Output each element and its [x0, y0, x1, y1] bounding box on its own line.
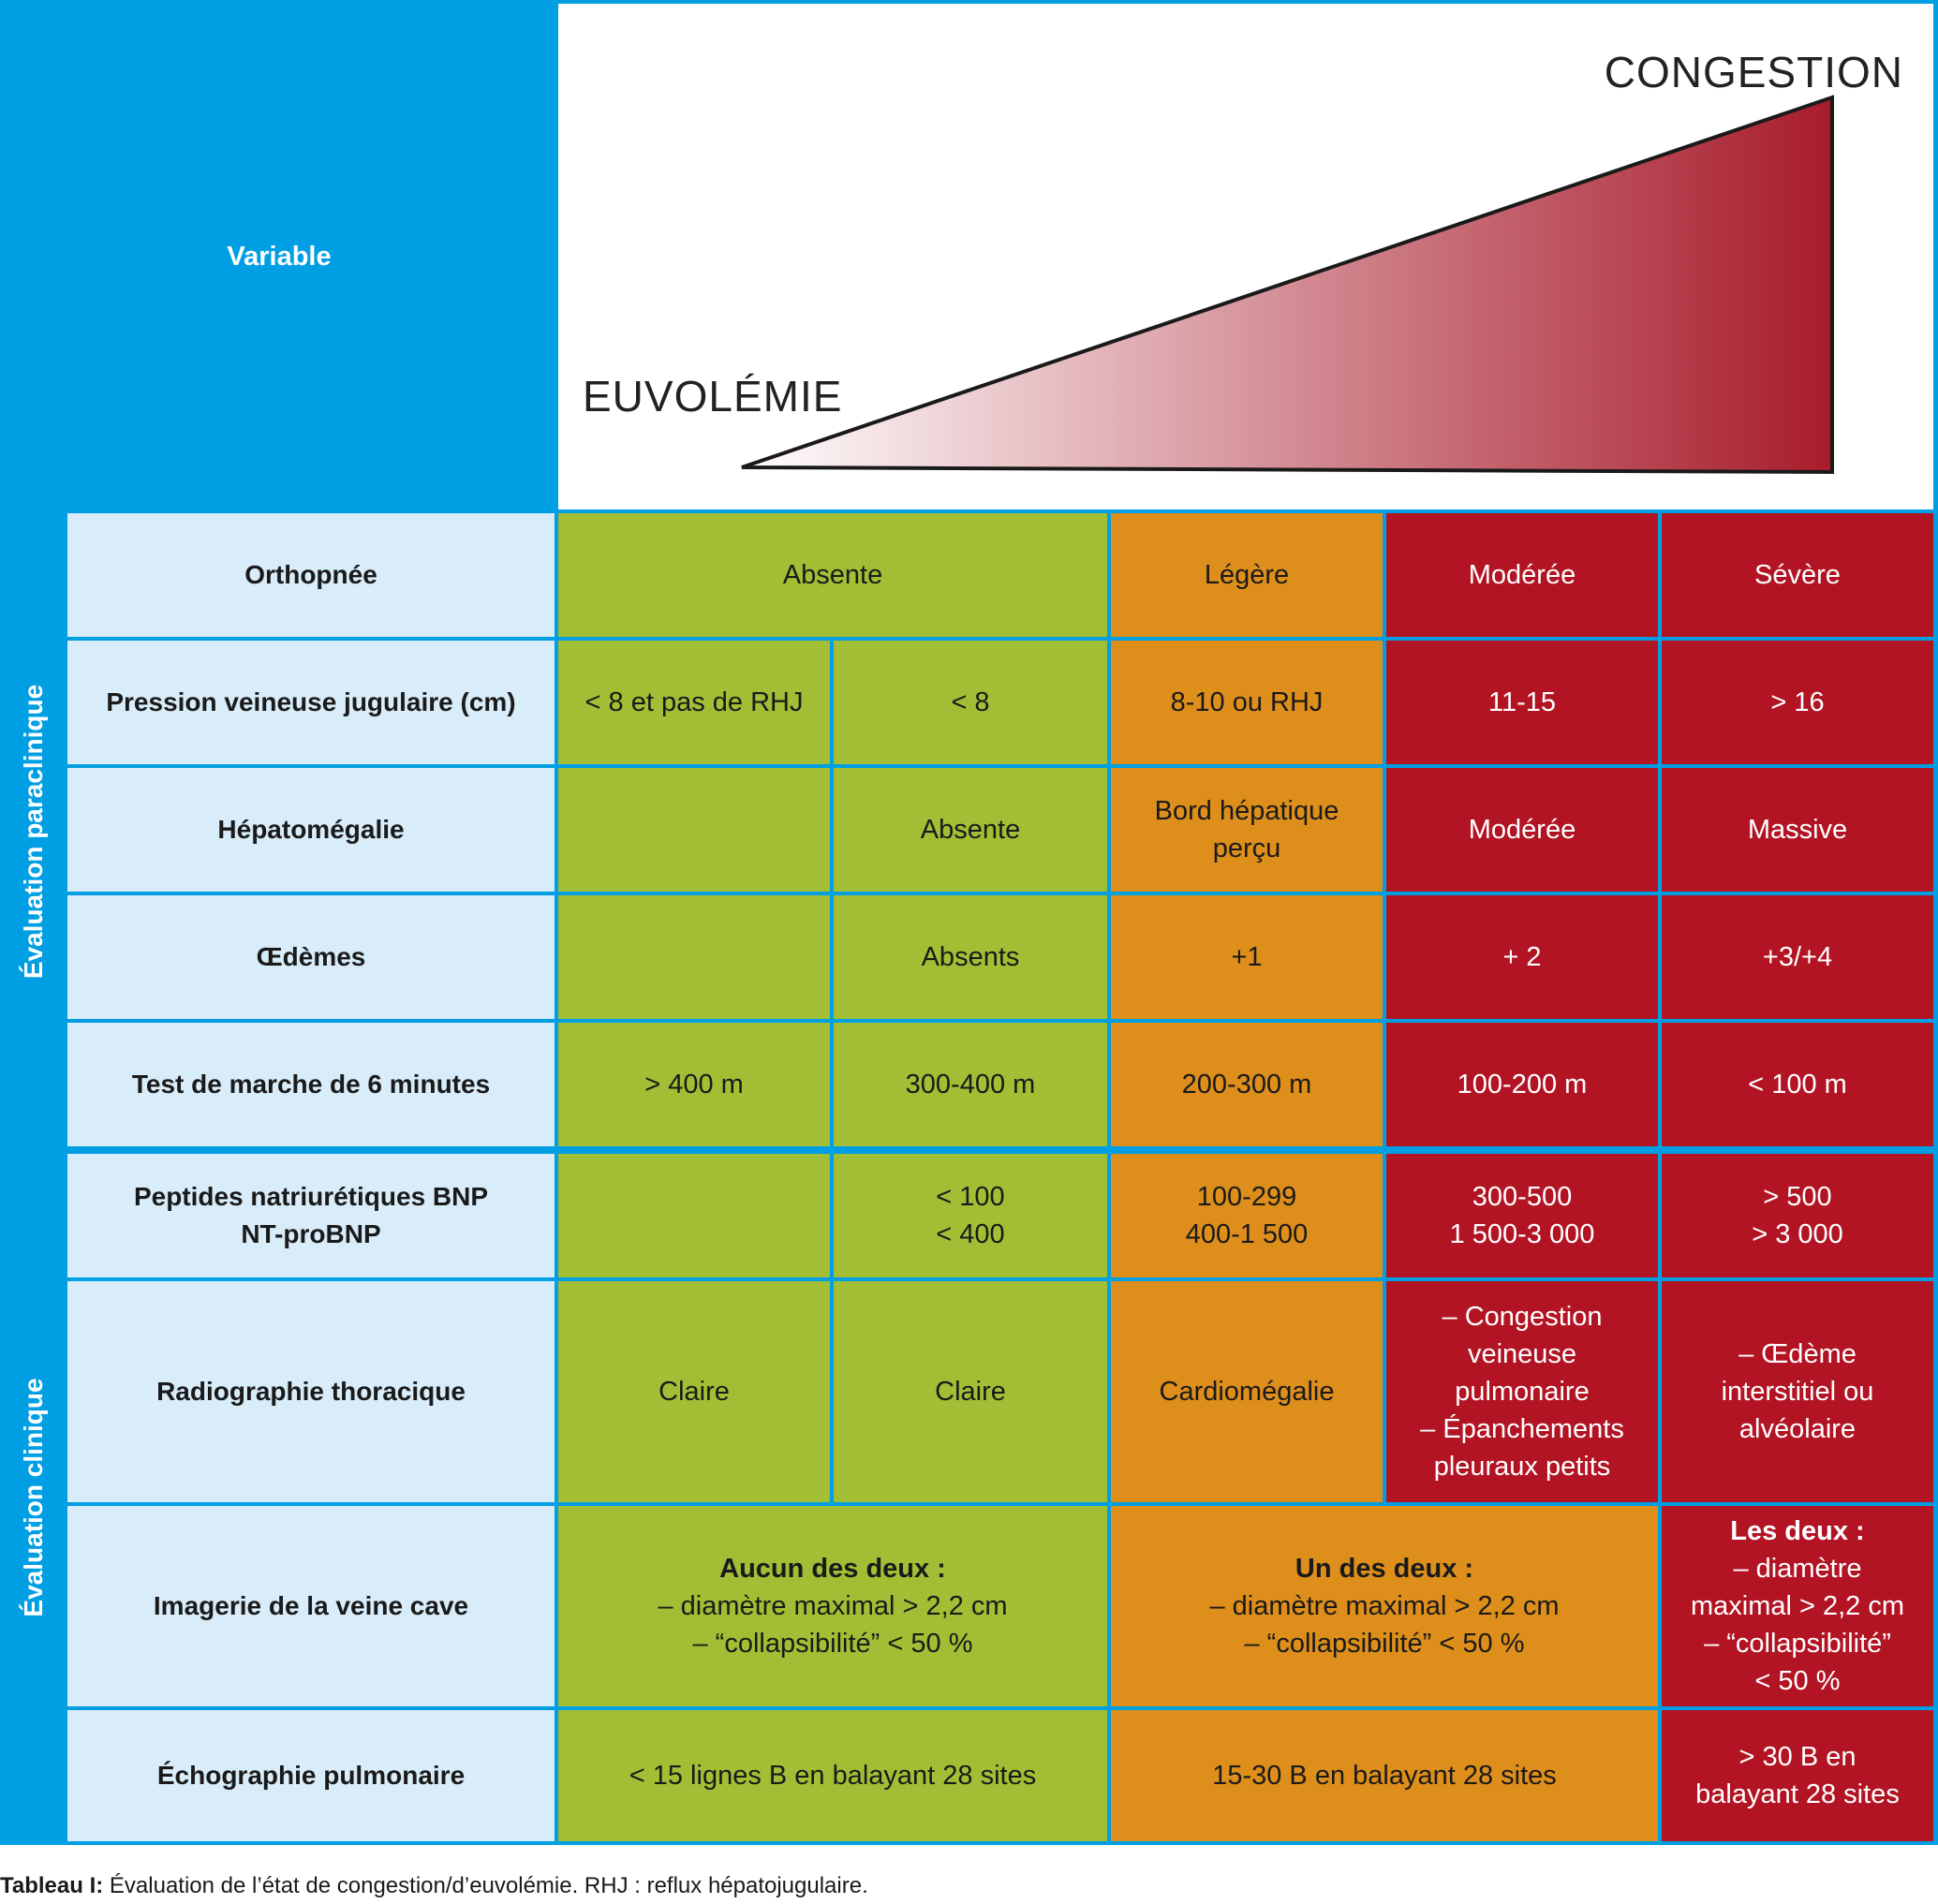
cell-pvj-5: > 16: [1662, 641, 1933, 764]
row-label-orthopnee: Orthopnée: [67, 513, 555, 637]
cell-marche-4: 100-200 m: [1386, 1023, 1658, 1146]
cell-radio-5: – Œdème interstitiel ou alvéolaire: [1662, 1281, 1933, 1502]
congestion-label: CONGESTION: [1604, 48, 1903, 96]
congestion-scale: CONGESTION EUVOLÉMIE: [558, 4, 1933, 509]
cell-echo-green: < 15 lignes B en balayant 28 sites: [558, 1710, 1107, 1841]
cell-oedemes-5: +3/+4: [1662, 895, 1933, 1019]
cell-radio-4: – Congestion veineuse pulmonaire – Épanc…: [1386, 1281, 1658, 1502]
cell-peptides-1: [558, 1154, 830, 1277]
congestion-wedge: [741, 95, 1834, 475]
cell-peptides-4: 300-500 1 500-3 000: [1386, 1154, 1658, 1277]
cell-hepatomegalie-1: [558, 768, 830, 892]
cell-oedemes-1: [558, 895, 830, 1019]
cell-orthopnee-severe: Sévère: [1662, 513, 1933, 637]
row-label-peptides: Peptides natriurétiques BNP NT-proBNP: [67, 1154, 555, 1277]
cell-veine-cave-green: Aucun des deux : – diamètre maximal > 2,…: [558, 1506, 1107, 1706]
cell-hepatomegalie-2: Absente: [834, 768, 1107, 892]
cell-peptides-2: < 100 < 400: [834, 1154, 1107, 1277]
section-clinique-label: Évaluation clinique: [19, 1378, 48, 1617]
section-paraclinique: Évaluation paraclinique: [4, 513, 64, 1150]
cell-pvj-4: 11-15: [1386, 641, 1658, 764]
row-label-marche: Test de marche de 6 minutes: [67, 1023, 555, 1146]
cell-orthopnee-legere: Légère: [1111, 513, 1383, 637]
cell-marche-5: < 100 m: [1662, 1023, 1933, 1146]
caption-text: Évaluation de l’état de congestion/d’euv…: [103, 1873, 868, 1898]
gradient-wedge: [741, 95, 1834, 475]
veine-cave-red-body: – diamètre maximal > 2,2 cm – “collapsib…: [1690, 1554, 1905, 1696]
cell-oedemes-4: + 2: [1386, 895, 1658, 1019]
cell-peptides-3: 100-299 400-1 500: [1111, 1154, 1383, 1277]
caption-label: Tableau I:: [0, 1873, 104, 1898]
cell-orthopnee-absente: Absente: [558, 513, 1107, 637]
section-paraclinique-label: Évaluation paraclinique: [19, 684, 48, 980]
cell-hepatomegalie-4: Modérée: [1386, 768, 1658, 892]
table-caption: Tableau I: Évaluation de l’état de conge…: [0, 1873, 868, 1899]
row-label-oedemes: Œdèmes: [67, 895, 555, 1019]
veine-cave-orange-title: Un des deux :: [1294, 1554, 1474, 1584]
cell-pvj-2: < 8: [834, 641, 1107, 764]
cell-echo-red: > 30 B en balayant 28 sites: [1662, 1710, 1933, 1841]
cell-peptides-5: > 500 > 3 000: [1662, 1154, 1933, 1277]
veine-cave-green-body: – diamètre maximal > 2,2 cm – “collapsib…: [658, 1591, 1008, 1659]
row-label-radio: Radiographie thoracique: [67, 1281, 555, 1502]
row-label-pvj: Pression veineuse jugulaire (cm): [67, 641, 555, 764]
row-label-veine-cave: Imagerie de la veine cave: [67, 1506, 555, 1706]
cell-pvj-3: 8-10 ou RHJ: [1111, 641, 1383, 764]
row-label-hepatomegalie: Hépatomégalie: [67, 768, 555, 892]
row-label-echo: Échographie pulmonaire: [67, 1710, 555, 1841]
cell-radio-3: Cardiomégalie: [1111, 1281, 1383, 1502]
cell-orthopnee-moderee: Modérée: [1386, 513, 1658, 637]
cell-marche-2: 300-400 m: [834, 1023, 1107, 1146]
cell-pvj-1: < 8 et pas de RHJ: [558, 641, 830, 764]
cell-oedemes-2: Absents: [834, 895, 1107, 1019]
veine-cave-orange-body: – diamètre maximal > 2,2 cm – “collapsib…: [1209, 1591, 1560, 1659]
cell-marche-1: > 400 m: [558, 1023, 830, 1146]
cell-hepatomegalie-3: Bord hépatique perçu: [1111, 768, 1383, 892]
cell-veine-cave-red: Les deux : – diamètre maximal > 2,2 cm –…: [1662, 1506, 1933, 1706]
cell-hepatomegalie-5: Massive: [1662, 768, 1933, 892]
variable-header: Variable: [4, 4, 555, 509]
cell-veine-cave-orange: Un des deux : – diamètre maximal > 2,2 c…: [1111, 1506, 1658, 1706]
cell-marche-3: 200-300 m: [1111, 1023, 1383, 1146]
euvolemie-label: EUVOLÉMIE: [583, 372, 843, 421]
cell-radio-2: Claire: [834, 1281, 1107, 1502]
cell-echo-orange: 15-30 B en balayant 28 sites: [1111, 1710, 1658, 1841]
cell-oedemes-3: +1: [1111, 895, 1383, 1019]
cell-radio-1: Claire: [558, 1281, 830, 1502]
veine-cave-red-title: Les deux :: [1730, 1516, 1865, 1546]
veine-cave-green-title: Aucun des deux :: [719, 1554, 946, 1584]
section-clinique: Évaluation clinique: [4, 1154, 64, 1841]
